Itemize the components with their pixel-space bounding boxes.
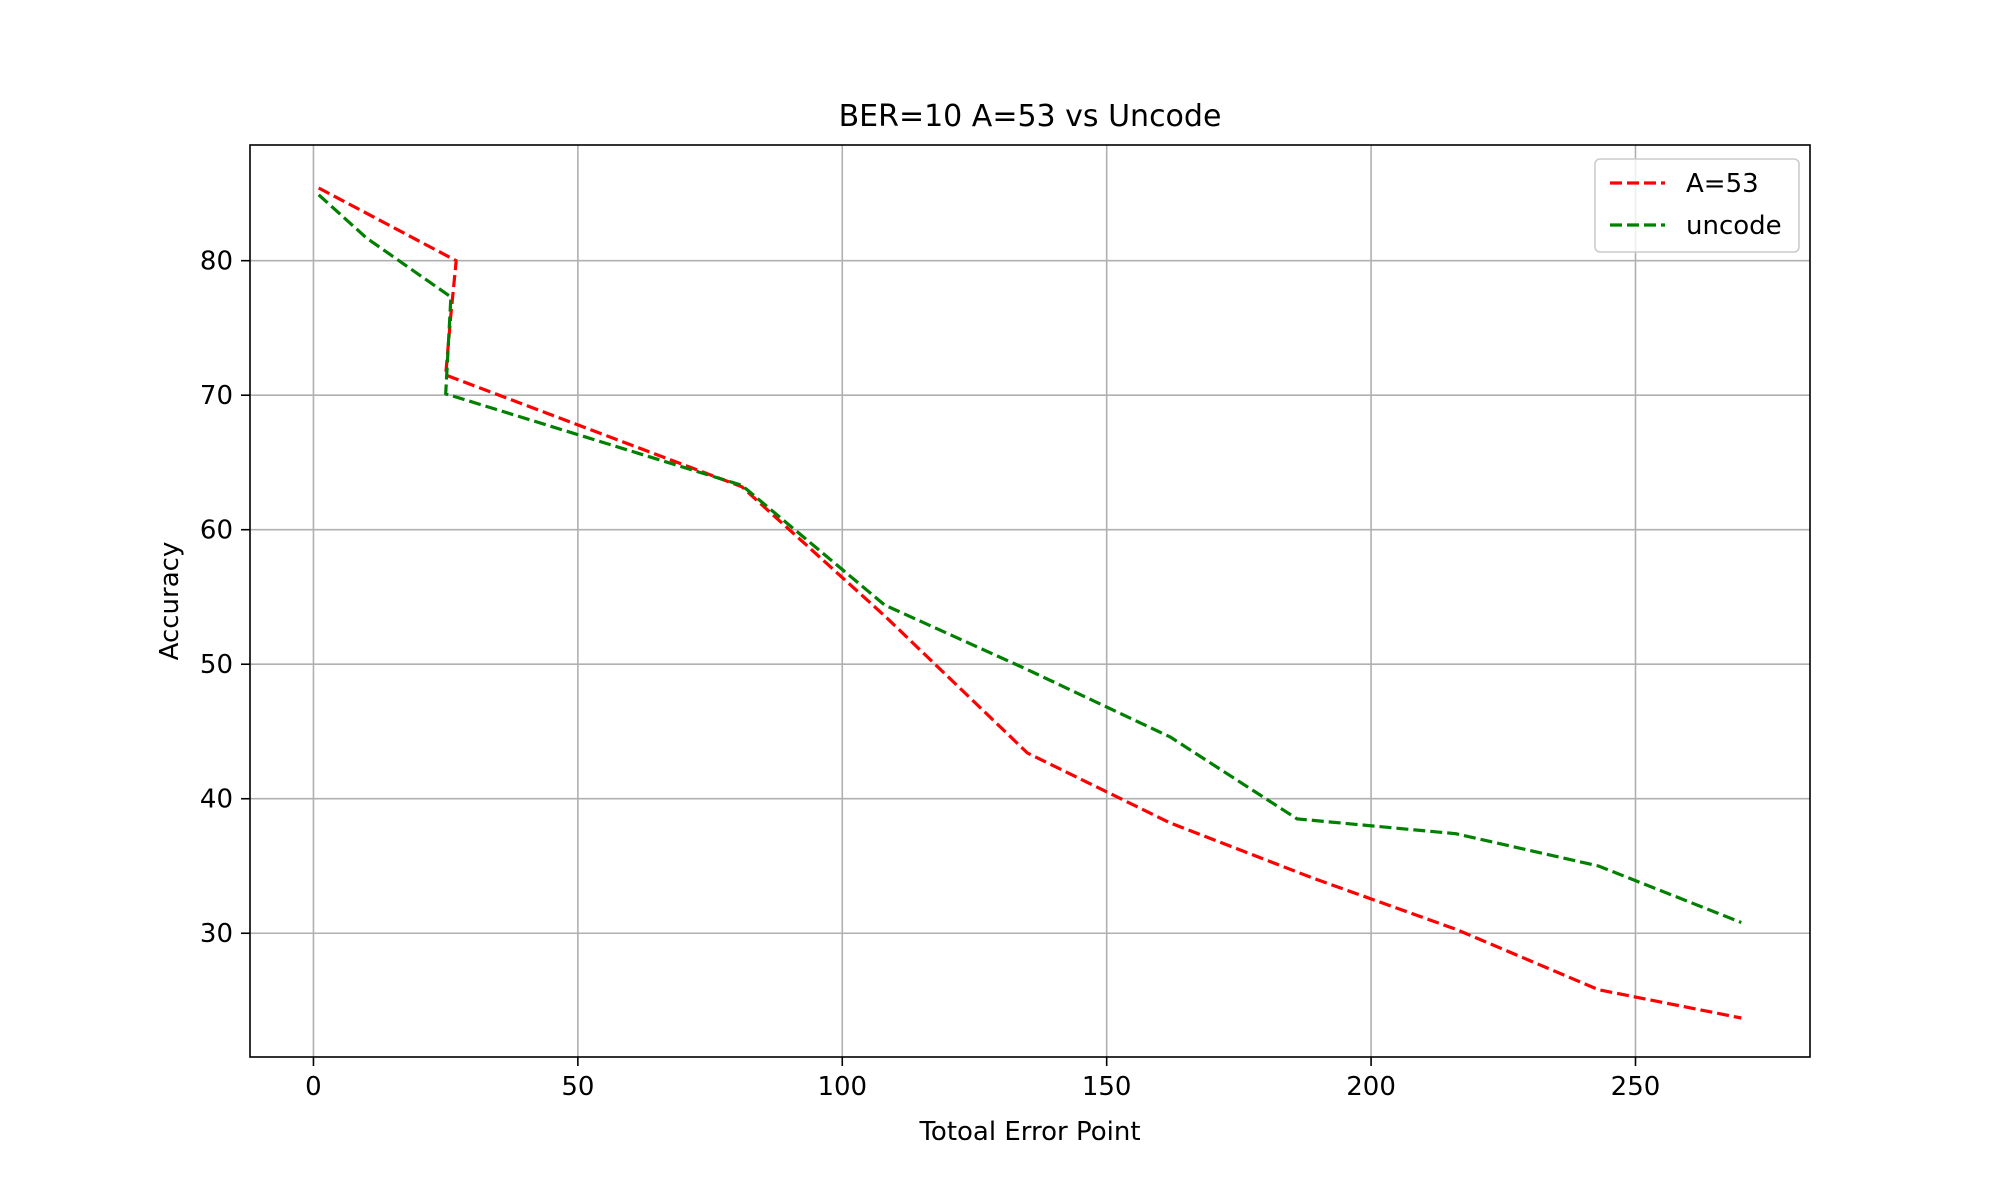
- x-tick-label: 100: [817, 1072, 867, 1102]
- y-tick-label: 30: [200, 919, 233, 949]
- x-axis-label: Totoal Error Point: [918, 1117, 1140, 1147]
- series-lines: [317, 186, 1742, 1020]
- x-tick-label: 0: [305, 1072, 322, 1102]
- y-tick-label: 40: [200, 785, 233, 815]
- series-line-uncode: [317, 193, 1742, 924]
- y-tick-label: 50: [200, 650, 233, 680]
- legend-label-uncode: uncode: [1686, 211, 1782, 241]
- y-tick-label: 70: [200, 381, 233, 411]
- x-tick-label: 50: [561, 1072, 594, 1102]
- y-tick-label: 80: [200, 247, 233, 277]
- y-axis-label: Accuracy: [155, 542, 185, 661]
- chart-title: BER=10 A=53 vs Uncode: [839, 99, 1222, 134]
- legend: A=53 uncode: [1594, 158, 1800, 253]
- x-tick-label: 250: [1611, 1072, 1661, 1102]
- series-line-a-53: [317, 186, 1742, 1020]
- plot-frame: [249, 144, 1811, 1058]
- legend-label-a-53: A=53: [1686, 169, 1759, 199]
- x-tick-label: 150: [1082, 1072, 1132, 1102]
- x-tick-label: 200: [1346, 1072, 1396, 1102]
- grid: [250, 145, 1810, 1057]
- axis-ticks: 0 50 100 150 200 250 30 40 50 60 70 80: [200, 247, 1660, 1102]
- y-tick-label: 60: [200, 516, 233, 546]
